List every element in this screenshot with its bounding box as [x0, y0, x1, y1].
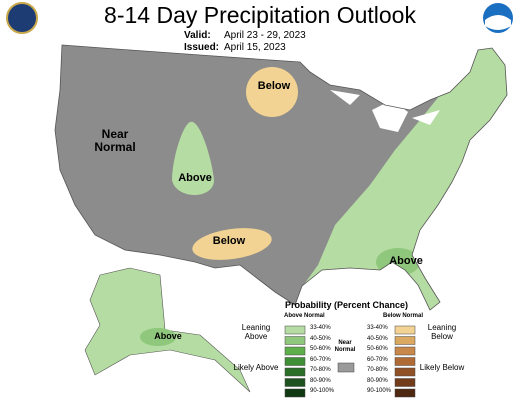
legend-label: 70-80% — [310, 367, 331, 373]
below-area — [246, 67, 298, 117]
issued: April 15, 2023 — [224, 42, 286, 53]
noaa-bird — [485, 15, 511, 30]
legend-label: 50-60% — [367, 346, 388, 352]
legend-label: 33-40% — [310, 325, 331, 331]
legend-swatch — [337, 362, 355, 373]
legend-heading: Above Normal — [284, 313, 325, 319]
lake — [330, 90, 360, 105]
legend-swatch — [284, 325, 306, 335]
map-label: Above — [178, 172, 212, 184]
legend-near: Near Normal — [334, 340, 356, 353]
legend-swatch — [284, 346, 306, 356]
below-area — [192, 228, 272, 260]
doc-logo — [6, 2, 38, 34]
legend-label: 90-100% — [367, 388, 392, 394]
issued-label: Issued: — [184, 42, 220, 53]
legend-group: Leaning Below — [427, 323, 457, 341]
map-label: Below — [212, 235, 246, 247]
legend-swatch — [394, 336, 416, 345]
above-area — [172, 121, 214, 195]
legend-label: 80-90% — [367, 377, 388, 384]
legend-label: 90-100% — [310, 388, 335, 394]
legend-title: Probability (Percent Chance) — [285, 300, 409, 310]
above-area-ak — [140, 328, 176, 346]
legend-label: 80-90% — [310, 377, 331, 384]
legend-swatch — [284, 336, 306, 345]
valid-label: Valid: — [184, 30, 211, 41]
legend-label: 40-50% — [310, 335, 331, 342]
map-label: Above — [389, 255, 423, 267]
legend-swatch — [394, 367, 416, 377]
legend-label: 60-70% — [310, 356, 331, 363]
conus-border — [54, 44, 508, 311]
legend-label: 70-80% — [367, 367, 388, 373]
legend-label: 33-40% — [367, 325, 388, 331]
legend-group: Likely Below — [419, 363, 465, 372]
title: 8-14 Day Precipitation Outlook — [104, 2, 416, 28]
legend-label: 50-60% — [310, 346, 331, 352]
valid: April 23 - 29, 2023 — [224, 30, 306, 41]
map-label: Above — [154, 331, 182, 341]
legend-swatch — [394, 388, 416, 398]
legend-group: Likely Above — [233, 363, 279, 372]
legend-swatch — [394, 378, 416, 387]
map-label: Near Normal — [94, 127, 136, 155]
legend-swatch — [284, 378, 306, 387]
lake — [412, 110, 440, 125]
legend-group: Leaning Above — [241, 323, 271, 341]
legend-swatch — [284, 388, 306, 398]
alaska — [84, 267, 251, 393]
legend-swatch — [394, 357, 416, 366]
legend-label: 40-50% — [367, 335, 388, 342]
legend-swatch — [284, 357, 306, 366]
legend-swatch — [284, 367, 306, 377]
legend-label: 60-70% — [367, 356, 388, 363]
legend-swatch — [394, 346, 416, 356]
legend-heading: Below Normal — [383, 313, 424, 319]
legend-swatch — [394, 325, 416, 335]
map-label: Below — [257, 80, 291, 92]
